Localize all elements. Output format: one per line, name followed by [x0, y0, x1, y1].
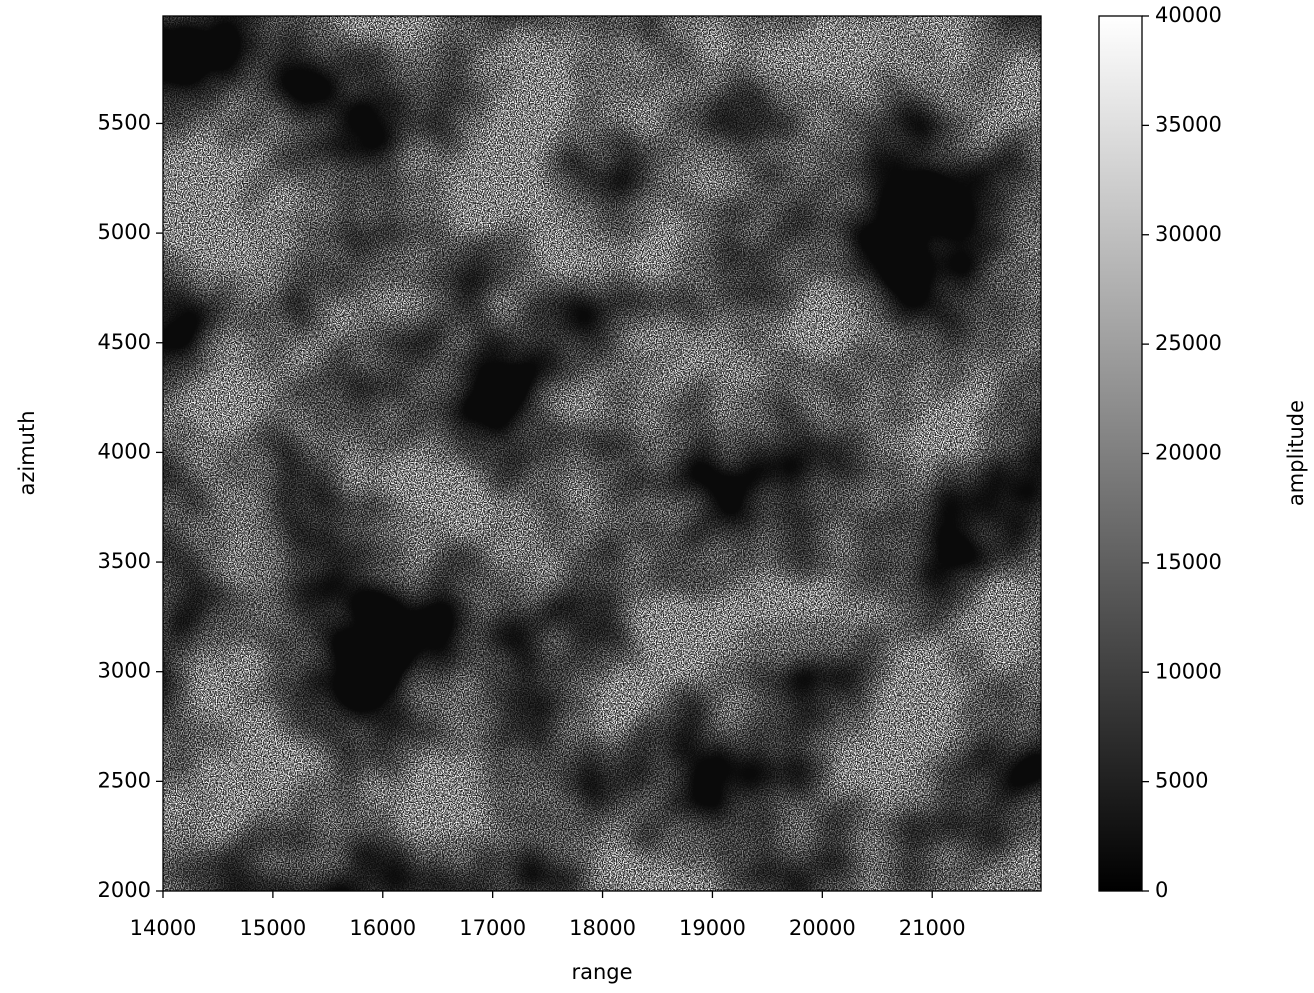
y-tick-label: 3500 — [98, 549, 151, 573]
x-tick-label: 21000 — [899, 916, 966, 940]
x-tick-label: 19000 — [679, 916, 746, 940]
colorbar-tick-label: 0 — [1155, 878, 1168, 902]
x-tick-label: 16000 — [349, 916, 416, 940]
image — [163, 16, 1041, 891]
y-tick-label: 5000 — [98, 220, 151, 244]
colorbar-tick-label: 30000 — [1155, 222, 1222, 246]
y-tick-label: 4500 — [98, 330, 151, 354]
y-tick-label: 4000 — [98, 439, 151, 463]
y-tick-label: 2000 — [98, 878, 151, 902]
colorbar-tick-label: 20000 — [1155, 441, 1222, 465]
colorbar-tick-label: 25000 — [1155, 331, 1222, 355]
chart: range azimuth amplitude 14000 15000 16000 1… — [0, 0, 1314, 993]
colorbar-tick-label: 40000 — [1155, 3, 1222, 27]
y-tick-label: 2500 — [98, 768, 151, 792]
colorbar-label: amplitude — [1284, 400, 1308, 506]
colorbar-tick-label: 35000 — [1155, 112, 1222, 136]
x-tick-label: 20000 — [789, 916, 856, 940]
x-tick-label: 15000 — [239, 916, 306, 940]
colorbar-tick-label: 10000 — [1155, 659, 1222, 683]
y-axis-label: azimuth — [15, 410, 39, 495]
colorbar-tick-label: 5000 — [1155, 769, 1208, 793]
x-tick-label: 18000 — [569, 916, 636, 940]
x-tick-label: 17000 — [459, 916, 526, 940]
x-axis-label: range — [571, 960, 632, 984]
x-tick-label: 14000 — [130, 916, 197, 940]
colorbar — [1099, 16, 1142, 891]
y-tick-label: 3000 — [98, 659, 151, 683]
colorbar-tick-label: 15000 — [1155, 550, 1222, 574]
y-tick-label: 5500 — [98, 110, 151, 134]
